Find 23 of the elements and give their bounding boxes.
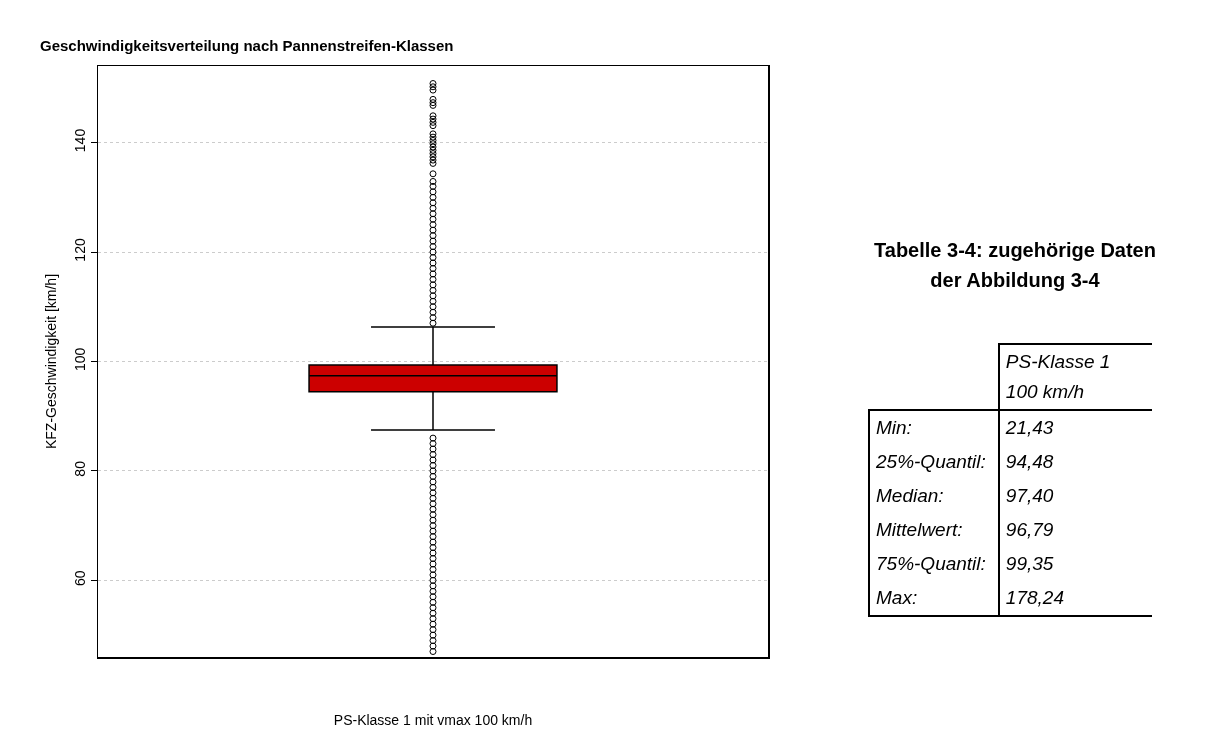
text: Min: — [869, 410, 999, 445]
text: PS-Klasse 1 — [1005, 351, 1111, 372]
text: 96,79 — [998, 513, 1152, 547]
text: 99,35 — [998, 547, 1152, 581]
text: 97,40 — [998, 479, 1152, 513]
text: Mittelwert: — [869, 513, 999, 547]
y-tick-label: 140 — [71, 128, 88, 153]
text: 25%-Quantil: — [869, 445, 999, 479]
text: 75%-Quantil: — [869, 547, 999, 581]
text: 94,48 — [998, 445, 1152, 479]
y-tick-label: 120 — [71, 238, 88, 262]
y-axis-title: KFZ-Geschwindigkeit [km/h] — [42, 273, 59, 450]
text: 100 km/h — [1005, 381, 1084, 402]
y-tick-label: 80 — [71, 460, 88, 477]
y-tick-label: 100 — [71, 347, 88, 372]
y-tick-label: 60 — [71, 570, 88, 587]
text: Median: — [869, 479, 999, 513]
text: 21,43 — [998, 410, 1152, 445]
x-axis-title: PS-Klasse 1 mit vmax 100 km/h — [333, 712, 533, 729]
chart-title: Geschwindigkeitsverteilung nach Pannenstreifen-Klassen — [40, 37, 454, 55]
text: Tabelle 3-4: zugehörige Daten der Abbildung 3-4 — [873, 238, 1157, 293]
text: Max: — [869, 581, 999, 616]
text: 178,24 — [998, 581, 1152, 616]
